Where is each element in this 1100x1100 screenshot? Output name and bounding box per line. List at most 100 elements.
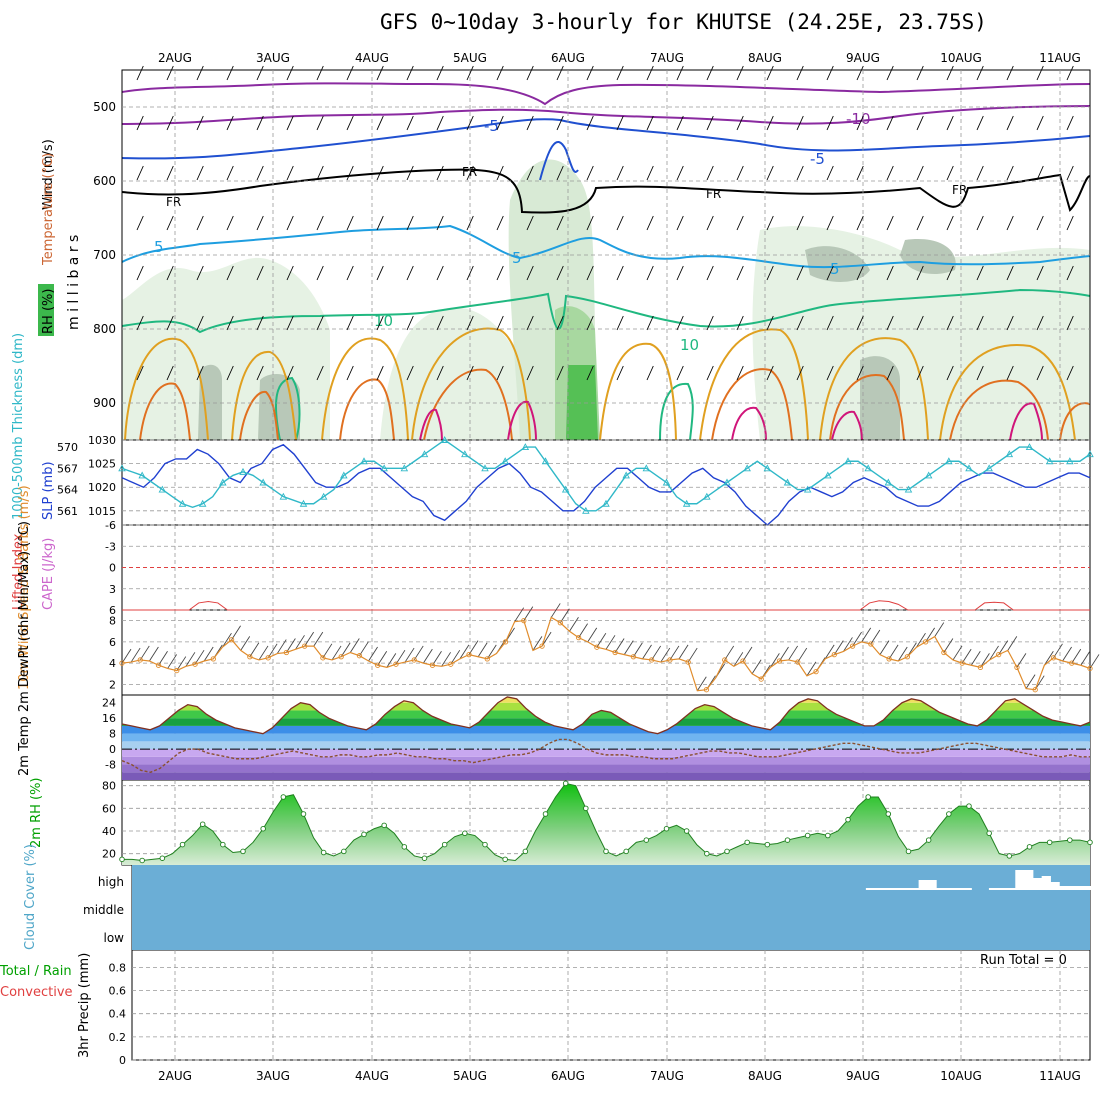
rh-marker xyxy=(341,848,347,855)
wind-10m-barb xyxy=(797,647,808,663)
wind-barb xyxy=(1036,215,1044,231)
wind-barb xyxy=(256,65,264,81)
wind-10m-barb xyxy=(450,649,461,665)
thickness-marker xyxy=(360,457,368,465)
wind-barb xyxy=(1036,265,1044,281)
wind-barb xyxy=(226,65,234,81)
wind-barb xyxy=(1066,315,1074,331)
wind-10m-barb xyxy=(477,642,488,657)
wind-10m-marker xyxy=(521,617,527,624)
wind-barb xyxy=(526,165,534,181)
wind-10m-barb xyxy=(550,603,561,618)
wind-barb xyxy=(346,215,354,231)
upper-y-label: m i l l i b a r s xyxy=(66,235,82,330)
thickness-marker xyxy=(682,499,691,507)
temp2m-label: 2m Temp 2m DewPt (6hr Min/Max) (°C) xyxy=(17,521,32,776)
thickness-marker xyxy=(864,464,872,472)
wind-10m-barb xyxy=(249,642,260,657)
wind-10m-barb xyxy=(651,645,662,661)
wind-barb xyxy=(346,115,354,131)
rh2m-label: 2m RH (%) xyxy=(29,777,44,848)
rh-marker xyxy=(603,848,609,855)
rh-marker xyxy=(1046,839,1053,846)
cloud-bar xyxy=(1085,886,1095,890)
li-tick-label: 0 xyxy=(109,562,116,575)
isotherm-label: FR xyxy=(952,183,967,197)
rh-marker xyxy=(683,828,690,834)
wind-barb xyxy=(286,165,294,181)
wind-barb xyxy=(1006,365,1014,381)
wind-10m-barb xyxy=(596,632,607,648)
wind-barb xyxy=(496,365,504,381)
wind-10m-marker xyxy=(630,654,637,660)
wind-barb xyxy=(1006,315,1014,331)
cloud-background xyxy=(132,865,1090,950)
upper-left-labels: Wind (m/s) Temperature (°C) RH (%) m i l… xyxy=(38,139,82,336)
wind-10m-barb xyxy=(1016,653,1027,668)
thickness-marker xyxy=(985,464,993,472)
wind-barb xyxy=(466,365,474,381)
wind-10m-barb xyxy=(441,652,452,667)
wind-barb xyxy=(286,65,294,81)
cloud-bar xyxy=(1041,876,1051,890)
wind-barb xyxy=(256,365,264,381)
wind-barb xyxy=(526,115,534,131)
wind-10m-marker xyxy=(1050,655,1057,661)
thickness-marker xyxy=(521,443,530,451)
wind-barb xyxy=(976,65,984,81)
thickness-marker xyxy=(461,450,469,458)
wind-tick-label: 2 xyxy=(109,678,116,691)
rh-marker xyxy=(724,848,730,855)
date-label-top: 2AUG xyxy=(158,51,192,65)
date-label-top: 9AUG xyxy=(846,51,880,65)
pressure-tick-label: 500 xyxy=(93,100,116,114)
wind-barb xyxy=(586,265,594,281)
rh-marker xyxy=(643,837,650,843)
thickness-marker xyxy=(743,464,751,472)
rh-marker xyxy=(1026,844,1033,850)
wind-barb xyxy=(376,165,384,181)
wind-barb xyxy=(136,165,144,181)
date-label-top: 7AUG xyxy=(650,51,684,65)
wind-10m-barb xyxy=(1062,646,1072,662)
wind-barb xyxy=(676,215,684,231)
pressure-tick-label: 800 xyxy=(93,322,116,336)
upper-rh-label: RH (%) xyxy=(41,289,56,334)
date-label-top: 8AUG xyxy=(748,51,782,65)
thickness-marker xyxy=(138,471,146,479)
thickness-marker xyxy=(501,457,509,465)
wind-10m-barb xyxy=(158,651,168,666)
wind-barb xyxy=(1036,365,1044,381)
wind-10m-marker xyxy=(922,639,929,645)
slp-tick-label: 1025 xyxy=(88,458,116,471)
wind-barb xyxy=(916,65,924,81)
wind-barb xyxy=(436,215,444,231)
wind-barb xyxy=(946,165,954,181)
wind-barb xyxy=(646,365,654,381)
wind-barb xyxy=(1066,365,1074,381)
wind-barb xyxy=(1066,165,1074,181)
date-label-bottom: 7AUG xyxy=(650,1069,684,1083)
wind-barb xyxy=(916,165,924,181)
wind-10m-barb xyxy=(231,625,241,640)
rh-marker xyxy=(361,831,367,838)
wind-10m-barb xyxy=(633,642,643,657)
wind-barb xyxy=(676,65,684,81)
wind-barb xyxy=(736,215,744,231)
wind-10m-barb xyxy=(468,640,479,655)
rh-marker xyxy=(905,848,912,855)
wind-barb xyxy=(736,115,744,131)
wind-10m-marker xyxy=(795,659,801,665)
isotherm-labels: -10 -5 -5 FR FR FR FR 5 5 5 10 10 xyxy=(154,110,967,354)
cloud-bar xyxy=(1068,886,1078,890)
wind-10m-marker xyxy=(283,649,290,656)
rh-marker xyxy=(119,856,125,863)
wind-barb xyxy=(136,365,144,381)
rh-marker xyxy=(784,837,791,843)
wind-10m-marker xyxy=(886,656,892,662)
wind-barb xyxy=(766,365,774,381)
thickness-label: 1000-500mb Thickness (dm) xyxy=(11,333,26,520)
wind-barb xyxy=(226,265,234,281)
wind-10m-barb xyxy=(788,645,799,661)
upper-air-panel: -10 -5 -5 FR FR FR FR 5 5 5 10 10 Wind (… xyxy=(38,82,1091,441)
